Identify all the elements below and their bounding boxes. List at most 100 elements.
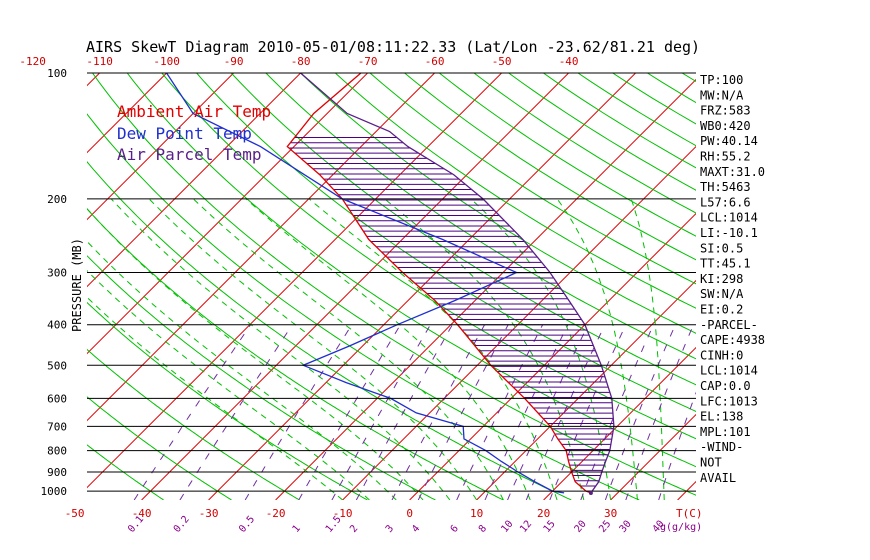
isotherm-line <box>208 73 636 500</box>
stat-item: -WIND- <box>700 440 743 454</box>
mixing-ratio-tick-label: 15 <box>542 519 558 535</box>
moist-adiabat-line <box>630 198 665 500</box>
dry-adiabat-line <box>87 161 572 500</box>
stat-item: MW:N/A <box>700 88 744 102</box>
mixing-ratio-line <box>549 324 627 500</box>
stat-item: LI:-10.1 <box>700 226 758 240</box>
dry-adiabat-line <box>87 444 164 500</box>
dry-adiabat-line <box>87 208 504 500</box>
mixing-ratio-line <box>525 324 606 500</box>
moist-adiabat-line <box>87 296 343 500</box>
pressure-tick-label: 300 <box>47 267 67 280</box>
moist-adiabat-line <box>245 198 531 500</box>
stat-item: FRZ:583 <box>700 104 751 118</box>
moist-adiabat-line <box>148 198 478 500</box>
stat-item: KI:298 <box>700 272 743 286</box>
mixing-ratio-line <box>417 324 509 500</box>
stat-item: TP:100 <box>700 73 743 87</box>
bottom-temp-tick-label: 0 <box>406 507 413 520</box>
isotherm-line <box>476 279 696 500</box>
stat-item: EI:0.2 <box>700 303 743 317</box>
isotherm-line <box>87 73 301 288</box>
mixing-ratio-line <box>331 324 431 500</box>
dry-adiabat-line <box>300 73 696 334</box>
mixing-ratio-line <box>355 324 453 500</box>
stat-item: CINH:0 <box>700 348 743 362</box>
mixing-ratio-line <box>625 324 694 500</box>
dry-adiabat-line <box>786 73 870 500</box>
bottom-temp-tick-label: 10 <box>470 507 483 520</box>
dry-adiabat-line <box>265 73 696 360</box>
stat-item: EL:138 <box>700 410 743 424</box>
top-temp-tick-label: -120 <box>19 55 46 68</box>
air-parcel-temp-line <box>300 73 615 494</box>
pressure-tick-label: 200 <box>47 193 67 206</box>
bottom-temp-tick-label: -40 <box>132 507 152 520</box>
stat-item: RH:55.2 <box>700 150 751 164</box>
isotherm-line <box>87 73 368 355</box>
mixing-ratio-tick-label: 8 <box>477 523 489 535</box>
dry-adiabat-line <box>161 73 696 440</box>
mixing-ratio-tick-label: 1 <box>291 523 303 535</box>
stat-item: WB0:420 <box>700 119 751 133</box>
stat-item: LFC:1013 <box>700 394 758 408</box>
mixing-ratio-line <box>484 324 569 500</box>
dry-adiabat-line <box>87 396 232 500</box>
moist-adiabat-line <box>308 198 558 500</box>
mixing-ratio-tick-label: 20 <box>573 519 589 535</box>
mixing-ratio-tick-label: 4 <box>410 523 422 535</box>
mixing-ratio-tick-label: 2 <box>348 523 360 535</box>
moist-adiabat-line <box>87 240 397 500</box>
mixing-ratio-line <box>298 324 401 500</box>
isotherm-line <box>409 212 696 500</box>
pressure-tick-label: 600 <box>47 392 67 405</box>
stat-item: CAP:0.0 <box>700 379 751 393</box>
mixing-ratio-line <box>244 324 353 500</box>
stat-item: LCL:1014 <box>700 211 758 225</box>
stat-item: L57:6.6 <box>700 195 751 209</box>
top-temp-tick-label: -100 <box>153 55 180 68</box>
mixing-ratio-line <box>604 324 676 500</box>
mixing-ratio-line <box>133 324 252 500</box>
isotherm-line <box>87 73 502 489</box>
stat-item: AVAIL <box>700 471 736 485</box>
pressure-tick-label: 500 <box>47 359 67 372</box>
moist-adiabat-line <box>110 198 451 500</box>
moist-adiabat-line <box>384 198 585 500</box>
bottom-temp-tick-label: -10 <box>333 507 353 520</box>
dry-adiabat-line <box>196 73 696 413</box>
dew-point-temp-line <box>166 73 565 494</box>
mixing-ratio-tick-label: 0.2 <box>172 514 192 535</box>
mixing-ratio-unit-label: g(g/kg) <box>660 522 702 533</box>
x-axis-unit-label: T(C) <box>676 507 703 520</box>
bottom-temp-tick-label: 30 <box>604 507 617 520</box>
mixing-ratio-tick-label: 3 <box>384 523 396 535</box>
top-temp-tick-label: -40 <box>559 55 579 68</box>
stat-item: LCL:1014 <box>700 364 758 378</box>
top-temp-tick-label: -60 <box>425 55 445 68</box>
isotherm-line <box>0 73 33 500</box>
legend-dew-point-temp: Dew Point Temp <box>117 124 252 143</box>
dry-adiabat-line <box>126 73 696 468</box>
parcel-start-marker <box>588 490 593 495</box>
mixing-ratio-line <box>580 324 654 500</box>
dry-adiabat-line <box>404 73 696 261</box>
pressure-tick-label: 400 <box>47 319 67 332</box>
top-temp-tick-label: -70 <box>358 55 378 68</box>
isotherm-line <box>745 73 870 500</box>
isotherm-line <box>87 73 435 422</box>
moist-adiabat-line <box>556 198 638 500</box>
stat-item: PW:40.14 <box>700 134 758 148</box>
isotherm-line <box>610 413 696 500</box>
chart-title: AIRS SkewT Diagram 2010-05-01/08:11:22.3… <box>86 38 700 56</box>
stat-item: TH:5463 <box>700 180 751 194</box>
stat-item: MAXT:31.0 <box>700 165 765 179</box>
top-temp-tick-label: -90 <box>224 55 244 68</box>
isotherm-line <box>87 73 167 154</box>
stat-item: SW:N/A <box>700 287 744 301</box>
pressure-tick-label: 800 <box>47 445 67 458</box>
top-temp-tick-label: -80 <box>291 55 311 68</box>
